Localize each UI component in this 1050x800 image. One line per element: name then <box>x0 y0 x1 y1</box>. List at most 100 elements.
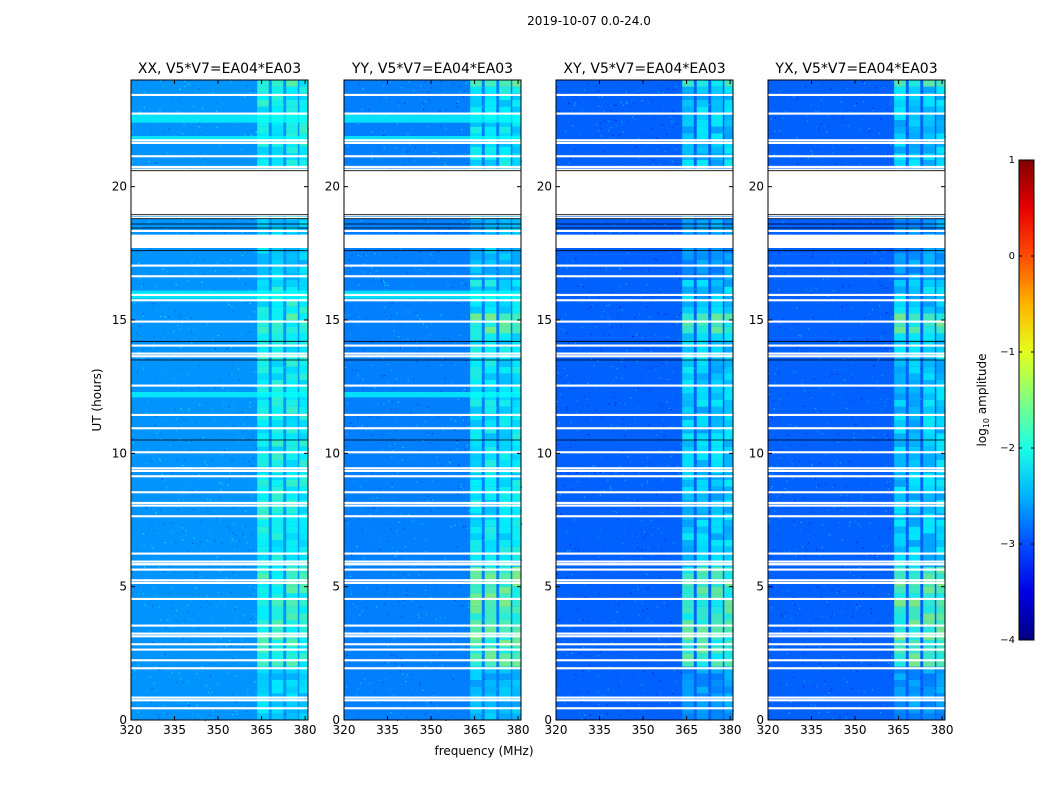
rfi-cell <box>271 360 284 367</box>
rfi-cell <box>299 553 308 560</box>
rfi-cell <box>271 626 284 634</box>
rfi-cell <box>499 313 511 320</box>
rfi-cell <box>936 260 945 267</box>
rfi-cell <box>484 246 497 254</box>
rfi-cell <box>499 220 511 227</box>
rfi-cell <box>470 346 482 354</box>
rfi-cell <box>271 713 284 720</box>
rfi-cell <box>696 346 709 354</box>
panel-title: XX, V5*V7=EA04*EA03 <box>138 61 301 77</box>
rfi-cell <box>512 266 521 274</box>
rfi-cell <box>484 93 497 100</box>
rfi-cell <box>923 380 935 387</box>
rfi-cell <box>936 86 945 94</box>
rfi-cell <box>257 400 269 407</box>
rfi-cell <box>499 326 511 334</box>
rfi-cell <box>271 506 284 514</box>
rfi-cell <box>257 253 269 260</box>
rfi-cell <box>484 660 497 667</box>
rfi-cell <box>682 680 694 687</box>
rfi-cell <box>484 320 497 327</box>
rfi-cell <box>894 386 906 394</box>
rfi-cell <box>499 306 511 314</box>
rfi-cell <box>299 680 308 687</box>
rfi-cell <box>286 100 298 107</box>
rfi-cell <box>936 333 945 340</box>
panel-frame <box>130 79 309 721</box>
rfi-cell <box>908 593 921 600</box>
rfi-cell <box>724 666 733 674</box>
rfi-cell <box>499 346 511 354</box>
rfi-cell <box>908 333 921 340</box>
rfi-cell <box>894 133 906 140</box>
rfi-cell <box>724 120 733 127</box>
rfi-cell <box>470 673 482 680</box>
rfi-cell <box>512 686 521 694</box>
rfi-cell <box>696 433 709 440</box>
rfi-cell <box>923 113 935 120</box>
rfi-cell <box>512 613 521 620</box>
rfi-cell <box>470 506 482 514</box>
rfi-cell <box>286 373 298 380</box>
rfi-cell <box>908 113 921 120</box>
rfi-cell <box>711 413 723 420</box>
rfi-cell <box>470 366 482 374</box>
rfi-cell <box>923 453 935 460</box>
rfi-cell <box>923 626 935 634</box>
rfi-cell <box>271 706 284 714</box>
rfi-cell <box>682 440 694 447</box>
x-tick-label: 380 <box>931 723 954 737</box>
rfi-cell <box>936 433 945 440</box>
rfi-cell <box>299 653 308 660</box>
rfi-cell <box>257 320 269 327</box>
rfi-cell <box>299 333 308 340</box>
rfi-cell <box>711 400 723 407</box>
rfi-cell <box>484 713 497 720</box>
rfi-cell <box>470 480 482 487</box>
rfi-cell <box>257 606 269 614</box>
rfi-cell <box>484 433 497 440</box>
rfi-cell <box>470 713 482 720</box>
rfi-cell <box>696 160 709 167</box>
rfi-cell <box>299 493 308 500</box>
rfi-cell <box>271 546 284 554</box>
rfi-cell <box>936 600 945 607</box>
rfi-cell <box>499 533 511 540</box>
rfi-cell <box>936 286 945 294</box>
rfi-cell <box>696 293 709 300</box>
rfi-cell <box>894 306 906 314</box>
rfi-cell <box>271 520 284 527</box>
rfi-cell <box>470 80 482 87</box>
rfi-cell <box>499 86 511 94</box>
rfi-cell <box>936 660 945 667</box>
rfi-cell <box>499 686 511 694</box>
rfi-cell <box>257 86 269 94</box>
rfi-cell <box>936 93 945 100</box>
y-tick-label: 10 <box>537 446 552 460</box>
rfi-cell <box>908 533 921 540</box>
rfi-cell <box>484 493 497 500</box>
rfi-cell <box>470 666 482 674</box>
flagged-gap <box>344 170 521 216</box>
rfi-cell <box>711 593 723 600</box>
rfi-cell <box>908 700 921 707</box>
rfi-cell <box>894 433 906 440</box>
rfi-cell <box>470 286 482 294</box>
rfi-cell <box>286 433 298 440</box>
rfi-cell <box>724 220 733 227</box>
rfi-cell <box>484 540 497 547</box>
rfi-cell <box>724 86 733 94</box>
rfi-cell <box>711 420 723 427</box>
x-tick-label: 350 <box>844 723 867 737</box>
rfi-cell <box>512 306 521 314</box>
rfi-cell <box>936 420 945 427</box>
colorbar-tick-label: −1 <box>1000 347 1015 358</box>
rfi-cell <box>908 320 921 327</box>
rfi-cell <box>257 260 269 267</box>
y-tick-label: 5 <box>119 580 127 594</box>
rfi-cell <box>908 86 921 94</box>
rfi-cell <box>682 700 694 707</box>
rfi-cell <box>299 540 308 547</box>
x-tick-label: 320 <box>545 723 568 737</box>
rfi-cell <box>908 126 921 134</box>
